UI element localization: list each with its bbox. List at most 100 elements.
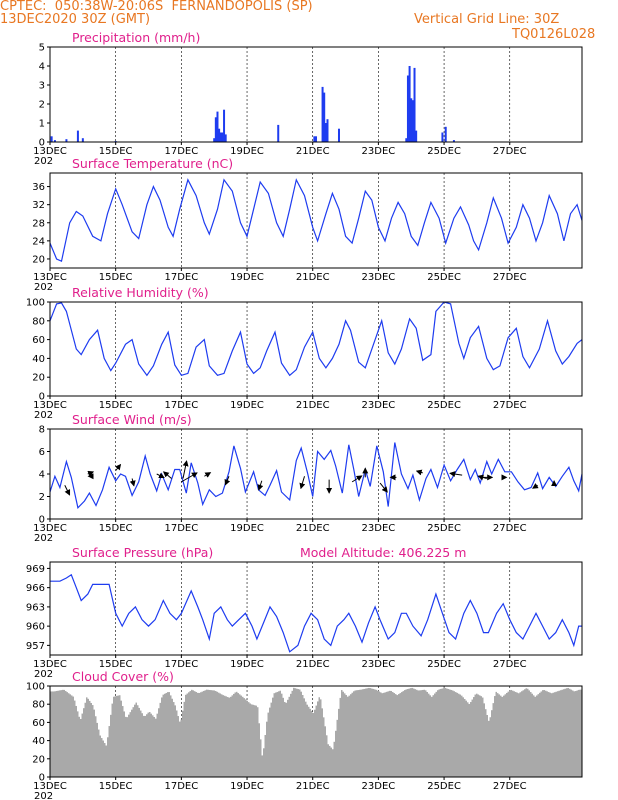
cloud-bar [467,702,469,777]
x-tick-label: 15DEC [99,781,133,792]
cloud-bar [368,687,370,777]
wind-arrow [181,472,198,483]
cloud-bar [441,688,443,777]
wind-arrow [299,476,306,490]
cloud-bar [236,691,238,777]
cloud-bar [494,696,496,777]
cloud-bar [281,693,283,777]
cloud-bar [255,705,257,777]
x-year-label: 202 [34,410,53,421]
y-tick-label: 20 [32,373,45,384]
x-tick-label: 19DEC [230,400,264,411]
cloud-bar [162,694,164,777]
y-tick-label: 36 [32,182,45,193]
cloud-bar [243,698,245,777]
cloud-bar [53,691,55,777]
cloud-bar [449,689,451,777]
cloud-bar [266,721,268,777]
y-tick-label: 2 [39,492,45,503]
x-tick-label: 19DEC [230,523,264,534]
cloud-bar [251,704,253,777]
cloud-bar [365,688,367,777]
cloud-bar [495,691,497,777]
cloud-bar [270,702,272,777]
x-tick-label: 25DEC [427,400,461,411]
x-tick-label: 23DEC [362,272,396,283]
cloud-bar [287,699,289,777]
series-line [49,301,583,377]
cloud-bar [303,698,305,777]
cloud-bar [51,691,53,777]
cloud-bar [420,690,422,777]
cloud-bar [104,743,106,777]
cloud-bar [447,688,449,777]
cloud-bar [372,688,374,777]
cloud-bar [276,691,278,777]
cloud-bar [513,691,515,777]
cloud-bar [575,691,577,777]
cloud-bar [336,719,338,777]
cloud-bar [476,693,478,777]
cloud-bar [429,695,431,777]
cloud-bar [468,703,470,777]
cloud-bar [327,744,329,777]
x-tick-label: 25DEC [427,659,461,670]
cloud-bar [234,692,236,777]
cloud-bar [380,692,382,777]
precip-bar [219,132,222,142]
cloud-bar [410,688,412,777]
precip-bar [313,136,316,142]
cloud-bar [498,694,500,777]
precip-bar [213,138,216,142]
cloud-bar [278,691,280,777]
y-tick-label: 20 [32,754,45,765]
cloud-bar [375,689,377,777]
cloud-bar [459,694,461,777]
cloud-bar [98,729,100,777]
x-tick-label: 17DEC [164,272,198,283]
cloud-bar [302,695,304,777]
cloud-bar [435,691,437,777]
cloud-bar [570,689,572,777]
cloud-bar [480,696,482,777]
cloud-bar [393,693,395,777]
cloud-bar [450,689,452,777]
cloud-bar [113,696,115,777]
cloud-bar [341,690,343,777]
cloud-bar [485,709,487,777]
cloud-bar [488,720,490,777]
precip-bar [65,139,68,142]
cloud-bar [444,687,446,777]
y-tick-label: 40 [32,354,45,365]
y-tick-label: 4 [39,62,45,73]
precip-bar [224,134,227,142]
cloud-bar [81,713,83,777]
cloud-bar [189,691,191,777]
cloud-bar [324,726,326,777]
cloud-bar [440,688,442,777]
cloud-bar [54,691,56,777]
cloud-bar [180,719,182,777]
cloud-bar [282,697,284,777]
cloud-bar [195,692,197,777]
cloud-bar [408,688,410,777]
precip-bar [321,86,324,142]
cloud-bar [134,704,136,777]
cloud-bar [446,688,448,777]
cloud-bar [291,690,293,777]
wind-arrow [182,460,189,479]
x-tick-label: 23DEC [362,523,396,534]
cloud-bar [321,708,323,777]
cloud-bar [233,693,235,777]
cloud-bar [50,691,52,777]
cloud-bar [540,691,542,777]
cloud-bar [122,706,124,777]
cloud-bar [576,690,578,777]
cloud-bar [519,692,521,777]
wind-arrow [257,480,264,491]
cloud-bar [92,705,94,777]
cloud-bar [222,695,224,777]
cloud-bar [168,692,170,777]
cloud-bar [131,709,133,777]
header-vertical-grid: Vertical Grid Line: 30Z [414,12,560,27]
